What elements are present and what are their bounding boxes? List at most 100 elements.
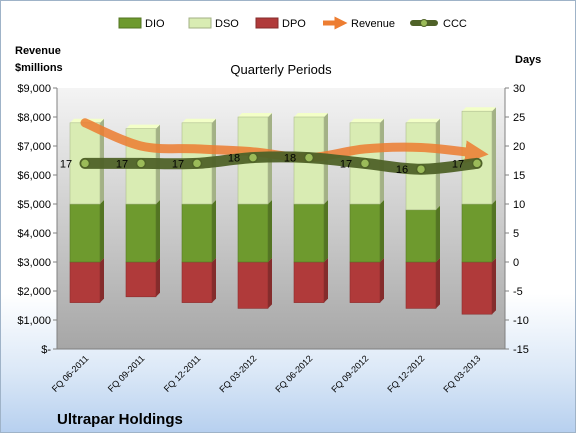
dso-bar-top [238,113,272,117]
legend-dso-swatch [188,17,212,29]
dio-bar-side [380,200,384,262]
dio-bar-side [212,200,216,262]
dio-bar [349,203,381,263]
ccc-data-label: 17 [452,158,464,170]
right-tick-label: -10 [513,315,529,327]
legend-ccc-label: CCC [443,18,467,30]
left-axis-title-line2: $millions [15,62,63,74]
legend-dso-label: DSO [215,18,239,30]
dso-bar-top [462,107,496,112]
lines-layer: 17 17 17 18 18 17 16 17 [60,118,489,176]
dio-bar-side [436,205,440,262]
ccc-point [415,163,427,175]
dso-bar-side [492,107,496,204]
dpo-bar [125,261,157,298]
dpo-bar-side [156,258,160,297]
dio-bar-side [156,200,160,262]
right-tick-label: 30 [513,83,525,95]
right-axis-title: Days [515,54,541,66]
legend-dpo-label: DPO [282,18,306,30]
ccc-data-label: 17 [172,158,184,170]
left-tick-label: $3,000 [17,257,51,269]
right-tick-label: 5 [513,228,519,240]
dio-bar [461,203,493,263]
ccc-data-label: 18 [228,153,240,165]
ccc-point [359,158,371,169]
dio-bar-side [324,200,328,262]
dso-bar-top [350,118,384,123]
x-tick-label: FQ 03-2013 [441,353,482,394]
right-tick-label: 20 [513,141,525,153]
dpo-bar [237,261,269,309]
company-name: Ultrapar Holdings [57,411,183,428]
dpo-bar [349,261,381,303]
ccc-data-label: 17 [340,158,352,170]
left-tick-label: $2,000 [17,286,51,298]
dpo-bar-side [268,258,272,309]
dio-bar-side [492,200,496,262]
ccc-point [471,158,483,169]
ccc-data-label: 17 [60,158,72,170]
x-tick-label: FQ 09-2012 [329,353,370,394]
ccc-data-label: 17 [116,158,128,170]
dso-bar-top [294,113,328,117]
dso-bar-top [406,118,440,123]
ccc-point [303,152,315,163]
dpo-bar [405,261,437,309]
x-tick-label: FQ 12-2012 [385,353,426,394]
left-tick-label: $7,000 [17,141,51,153]
dpo-bar-side [492,258,496,315]
dpo-bar-side [436,258,440,309]
ccc-point [247,152,259,163]
legend: DIO DSO DPO Revenue CCC [118,16,467,30]
dso-bar-top [126,124,160,129]
ccc-point [191,158,203,169]
dpo-bar [181,261,213,303]
dio-bar [237,203,269,263]
right-tick-label: -5 [513,286,523,298]
legend-dio-swatch [118,17,142,29]
ccc-data-label: 18 [284,153,296,165]
dpo-bar-side [100,258,104,303]
left-tick-label: $6,000 [17,170,51,182]
left-tick-label: $- [41,344,51,356]
left-tick-label: $9,000 [17,83,51,95]
dso-bar-top [182,118,216,123]
dpo-bar [69,261,101,303]
right-tick-label: 25 [513,112,525,124]
dpo-bar-side [212,258,216,303]
legend-revenue-label: Revenue [351,18,395,30]
ccc-point [79,158,91,169]
left-tick-label: $8,000 [17,112,51,124]
left-tick-label: $5,000 [17,199,51,211]
dpo-bar [293,261,325,303]
dpo-bar-side [324,258,328,303]
dio-bar [405,209,437,263]
x-tick-label: FQ 12-2011 [162,353,203,394]
dio-bar-side [268,200,272,262]
dio-bar [69,203,101,263]
legend-dio-label: DIO [145,18,165,30]
legend-ccc-marker [420,19,428,27]
right-tick-label: 0 [513,257,519,269]
ccc-point [135,158,147,169]
left-tick-label: $4,000 [17,228,51,240]
left-tick-label: $1,000 [17,315,51,327]
dpo-bar [461,261,493,315]
left-axis-title-line1: Revenue [15,45,61,57]
right-tick-label: -15 [513,344,529,356]
dpo-bar-side [380,258,384,303]
x-tick-label: FQ 09-2011 [106,353,147,394]
right-tick-label: 10 [513,199,525,211]
dio-bar [181,203,213,263]
legend-dpo-swatch [255,17,279,29]
x-tick-label: FQ 03-2012 [217,353,258,394]
dio-bar [125,203,157,263]
dio-bar-side [100,200,104,262]
x-tick-label: FQ 06-2011 [50,353,91,394]
bars-layer [69,107,496,315]
x-tick-label: FQ 06-2012 [273,353,314,394]
dio-bar [293,203,325,263]
